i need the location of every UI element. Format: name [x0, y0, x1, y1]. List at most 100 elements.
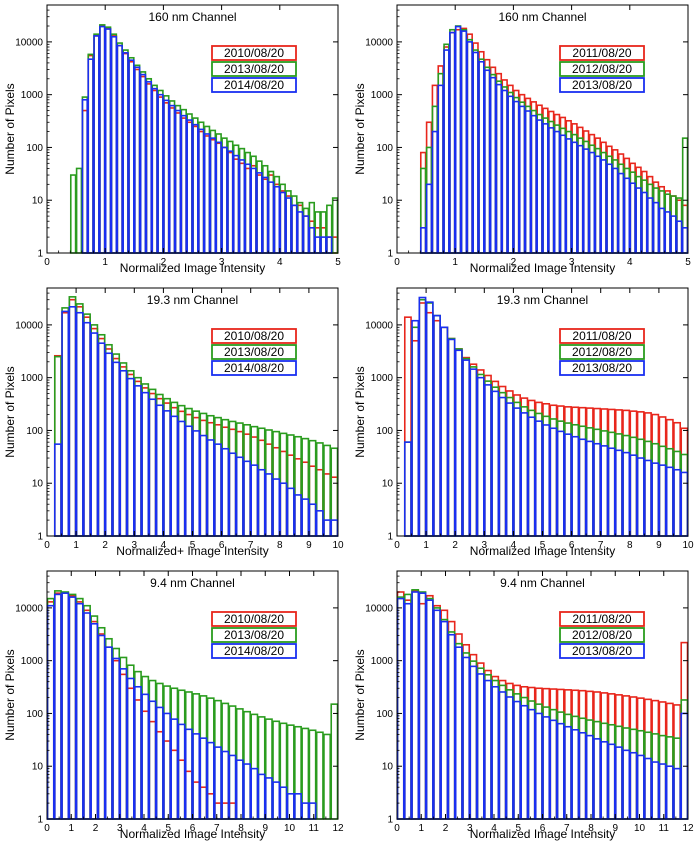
- bar: [295, 794, 301, 819]
- x-axis-label: Normalized Image Intensity: [120, 827, 265, 841]
- bar: [251, 714, 257, 819]
- bar: [536, 413, 542, 536]
- y-tick-label: 10: [32, 762, 44, 773]
- bar: [550, 689, 556, 819]
- bar: [499, 393, 505, 536]
- bar: [565, 407, 571, 536]
- bar: [157, 732, 163, 819]
- y-tick-label: 100: [26, 426, 43, 437]
- bar: [302, 803, 308, 819]
- y-tick-label: 1: [37, 532, 43, 543]
- bar: [106, 349, 112, 536]
- y-tick-label: 100: [376, 143, 393, 154]
- bar: [616, 695, 622, 819]
- bar: [193, 411, 199, 536]
- bar: [456, 349, 462, 536]
- bar: [98, 339, 104, 536]
- bar: [550, 710, 556, 819]
- bar: [432, 132, 437, 253]
- bar: [280, 723, 286, 819]
- bar: [608, 409, 614, 536]
- bar: [578, 146, 583, 253]
- bar: [638, 698, 644, 819]
- bar: [572, 142, 577, 253]
- bar: [309, 441, 315, 536]
- bar: [492, 381, 498, 536]
- bar: [229, 803, 235, 819]
- bar: [499, 685, 505, 819]
- bar: [594, 429, 600, 536]
- bar: [94, 36, 99, 253]
- bar: [492, 681, 498, 819]
- bar: [652, 734, 658, 819]
- bar: [98, 335, 104, 536]
- bar: [674, 769, 680, 819]
- bar: [667, 766, 673, 819]
- bar: [164, 411, 170, 536]
- bar: [266, 444, 272, 536]
- bar: [309, 466, 315, 536]
- bar: [229, 706, 235, 819]
- bar: [229, 421, 235, 536]
- x-tick-label: 4: [627, 257, 633, 268]
- bar: [681, 700, 687, 819]
- bar: [62, 592, 68, 819]
- bar: [309, 803, 315, 819]
- bar: [601, 409, 607, 536]
- bar: [528, 417, 534, 536]
- bar: [659, 208, 664, 253]
- bar: [485, 671, 491, 819]
- bar: [216, 142, 221, 253]
- x-tick-label: 8: [277, 540, 283, 551]
- bar: [543, 416, 549, 536]
- bar: [616, 410, 622, 536]
- bar: [280, 451, 286, 536]
- bar: [623, 728, 629, 819]
- chart-title: 19.3 nm Channel: [497, 293, 588, 307]
- y-tick-label: 10: [382, 479, 394, 490]
- bar: [251, 427, 257, 536]
- bar: [251, 465, 257, 536]
- bar: [98, 343, 104, 536]
- bar: [470, 369, 476, 536]
- bar: [178, 724, 184, 819]
- bar: [419, 298, 425, 536]
- bar: [531, 116, 536, 253]
- bar: [215, 418, 221, 536]
- bar: [579, 733, 585, 819]
- x-tick-label: 0: [44, 257, 50, 268]
- bar: [536, 688, 542, 819]
- y-tick-label: 100: [376, 709, 393, 720]
- bar: [427, 313, 433, 536]
- bar: [674, 451, 680, 536]
- bar: [157, 405, 163, 536]
- bar: [421, 228, 426, 253]
- bar: [587, 441, 593, 536]
- bar: [142, 388, 148, 536]
- bar: [579, 439, 585, 536]
- bar: [441, 610, 447, 819]
- bar: [427, 600, 433, 819]
- bar: [258, 470, 264, 536]
- bar: [113, 354, 119, 536]
- bar: [579, 691, 585, 819]
- bar: [491, 78, 496, 253]
- bar: [667, 467, 673, 536]
- bar: [419, 303, 425, 536]
- y-tick-label: 1: [387, 249, 393, 260]
- bar: [229, 429, 235, 536]
- bar: [106, 29, 111, 253]
- bar: [478, 378, 484, 536]
- bar: [84, 613, 90, 819]
- bar: [128, 379, 134, 536]
- bar: [288, 435, 294, 536]
- bar: [142, 393, 148, 536]
- bar: [521, 413, 527, 536]
- bar: [215, 701, 221, 819]
- bar: [434, 316, 440, 536]
- y-tick-label: 1: [387, 815, 393, 826]
- bar: [178, 421, 184, 536]
- y-tick-label: 100: [26, 143, 43, 154]
- bar: [244, 712, 250, 819]
